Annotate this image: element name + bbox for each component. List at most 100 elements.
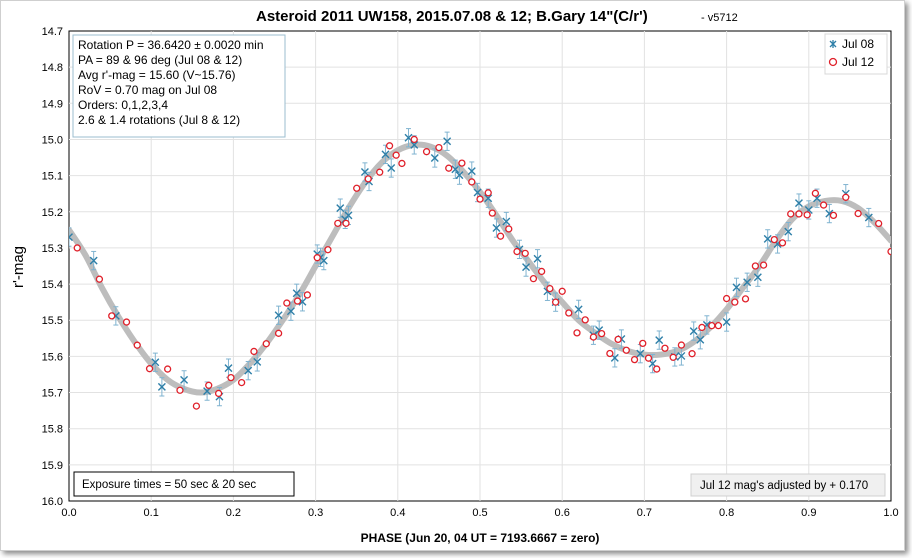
x-tick-label: 0.6 [555, 507, 570, 519]
data-point-jul08 [69, 227, 73, 247]
data-point-jul12 [787, 210, 795, 218]
legend-marker-jul08 [829, 40, 837, 48]
data-point-jul12 [385, 142, 394, 150]
info-line: RoV = 0.70 mag on Jul 08 [78, 83, 217, 97]
info-line: PA = 89 & 96 deg (Jul 08 & 12) [78, 53, 242, 67]
y-tick-label: 16.0 [42, 496, 63, 508]
data-point-jul12 [731, 298, 739, 306]
data-point-jul12 [274, 329, 283, 337]
data-point-jul12 [283, 299, 291, 307]
data-point-jul12 [293, 297, 302, 305]
data-point-jul12 [342, 219, 350, 227]
data-point-jul08 [784, 222, 793, 242]
data-point-jul08 [722, 312, 731, 332]
data-point-jul08 [763, 229, 772, 249]
y-tick-label: 14.8 [42, 62, 63, 74]
data-point-jul12 [313, 254, 321, 262]
y-tick-label: 15.3 [42, 243, 63, 255]
y-tick-label: 15.8 [42, 424, 63, 436]
y-tick-labels: 14.7 14.8 14.9 15.0 15.1 15.2 15.3 15.4 15.5 15.6… [42, 26, 63, 508]
y-tick-label: 14.7 [42, 26, 63, 38]
info-line: Orders: 0,1,2,3,4 [78, 98, 168, 112]
data-point-jul12 [614, 335, 622, 344]
data-point-jul12 [708, 322, 716, 330]
adjust-note: Jul 12 mag's adjusted by + 0.170 [690, 473, 886, 497]
x-tick-label: 0.9 [801, 507, 816, 519]
data-point-jul12 [476, 195, 484, 203]
data-point-jul12 [811, 189, 820, 197]
data-point-jul12 [759, 261, 768, 269]
y-tick-label: 14.9 [42, 98, 63, 110]
data-point-jul12 [392, 151, 400, 159]
info-line: Avg r'-mag = 15.60 (V~15.76) [78, 68, 236, 82]
data-point-jul12 [558, 287, 566, 295]
data-point-jul12 [521, 249, 529, 257]
data-point-jul12 [73, 244, 81, 252]
info-line: 2.6 & 1.4 rotations (Jul 8 & 12) [78, 113, 240, 127]
data-point-jul12 [376, 168, 384, 176]
info-line: Rotation P = 36.6420 ± 0.0020 min [78, 38, 264, 52]
data-point-jul12 [505, 225, 513, 233]
data-point-jul08 [89, 250, 98, 271]
exposure-note-text: Exposure times = 50 sec & 20 sec [82, 479, 256, 491]
data-point-jul12 [589, 333, 598, 341]
data-point-jul08 [753, 267, 762, 287]
data-point-jul08 [636, 344, 645, 364]
data-point-jul12 [468, 178, 476, 186]
y-tick-label: 15.9 [42, 460, 63, 472]
data-point-jul12 [108, 312, 116, 320]
data-point-jul12 [751, 262, 760, 270]
data-point-jul12 [133, 341, 141, 349]
data-point-jul08 [732, 277, 741, 297]
x-tick-label: 0.7 [637, 507, 652, 519]
y-tick-label: 15.5 [42, 315, 63, 327]
x-tick-label: 0.3 [308, 507, 323, 519]
legend: Jul 08 Jul 12 [824, 33, 888, 75]
data-point-jul12 [677, 341, 686, 349]
data-point-jul08 [455, 165, 464, 185]
data-point-jul12 [565, 309, 573, 317]
adjust-note-text: Jul 12 mag's adjusted by + 0.170 [700, 480, 868, 492]
data-point-jul12 [538, 267, 546, 276]
data-point-jul12 [795, 210, 803, 218]
data-point-jul12 [435, 143, 443, 152]
data-point-jul12 [803, 211, 811, 219]
data-point-jul12 [598, 329, 606, 338]
data-point-jul08 [244, 361, 253, 381]
data-point-jul12 [606, 349, 614, 358]
data-point-jul08 [381, 144, 390, 165]
y-tick-label: 15.1 [42, 171, 63, 183]
data-point-jul12 [484, 189, 492, 197]
info-box: Rotation P = 36.6420 ± 0.0020 min PA = 8… [72, 34, 286, 138]
data-point-jul12 [819, 201, 828, 209]
data-point-jul12 [644, 354, 653, 362]
x-tick-labels: 0.0 0.1 0.2 0.3 0.4 0.5 0.6 0.7 0.8 0.9 1.0 [61, 507, 898, 519]
x-axis-label: PHASE (Jun 20, 04 UT = 7193.6667 = zero) [361, 531, 600, 545]
data-point-jul12 [192, 402, 201, 410]
data-point-jul12 [303, 291, 312, 299]
series-layer [69, 128, 891, 410]
data-point-jul12 [445, 164, 453, 172]
y-tick-label: 15.7 [42, 388, 63, 400]
data-point-jul12 [887, 247, 891, 256]
data-point-jul08 [443, 131, 452, 151]
data-point-jul08 [574, 299, 583, 320]
y-tick-label: 15.4 [42, 279, 63, 291]
data-point-jul12 [422, 148, 431, 156]
data-point-jul08 [543, 281, 552, 301]
data-point-jul12 [205, 381, 213, 389]
data-point-jul12 [778, 239, 787, 247]
data-point-jul12 [364, 175, 372, 183]
x-tick-label: 0.0 [61, 507, 76, 519]
data-point-jul12 [551, 298, 560, 306]
data-point-jul12 [630, 355, 639, 364]
data-point-jul12 [546, 284, 554, 293]
data-point-jul12 [842, 193, 850, 201]
data-point-jul08 [157, 377, 166, 397]
legend-label-jul08: Jul 08 [842, 37, 874, 51]
data-point-jul12 [661, 344, 669, 352]
data-point-jul12 [875, 219, 883, 228]
data-point-jul12 [722, 294, 731, 303]
data-point-jul12 [95, 275, 104, 283]
chart-title: Asteroid 2011 UW158, 2015.07.08 & 12; B.… [256, 8, 648, 25]
